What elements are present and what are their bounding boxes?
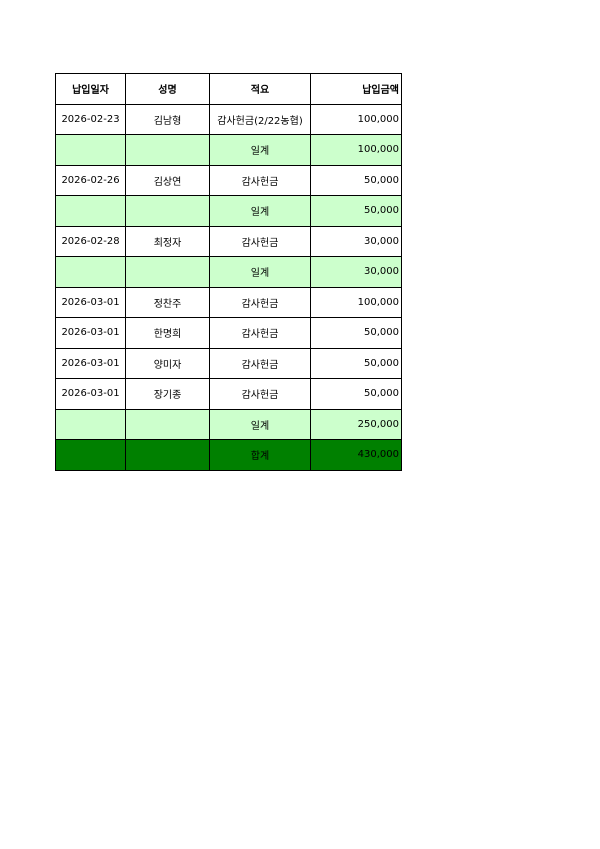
table-cell: 김남형: [125, 103, 210, 135]
table-cell: 2026-03-01: [55, 286, 126, 318]
table-cell: 장기종: [125, 378, 210, 410]
table-row: 일계 250,000: [55, 408, 402, 440]
table-cell: 250,000: [310, 408, 402, 440]
table-cell: 감사헌금: [209, 317, 311, 349]
header-cell: 적요: [209, 73, 311, 105]
table-cell: 50,000: [310, 164, 402, 196]
table-row: 일계 50,000: [55, 195, 402, 227]
table-cell: 2026-03-01: [55, 347, 126, 379]
table-cell: 일계: [209, 256, 311, 288]
header-cell: 납입일자: [55, 73, 126, 105]
table-cell: 정찬주: [125, 286, 210, 318]
table-cell: 50,000: [310, 317, 402, 349]
table-cell: 100,000: [310, 286, 402, 318]
table-cell: 한명희: [125, 317, 210, 349]
table-cell: 50,000: [310, 378, 402, 410]
table-cell: 30,000: [310, 225, 402, 257]
header-cell: 성명: [125, 73, 210, 105]
header-cell: 납입금액: [310, 73, 402, 105]
table-cell: 2026-03-01: [55, 317, 126, 349]
table-cell: 2026-03-01: [55, 378, 126, 410]
table-cell: [125, 439, 210, 471]
table-cell: [125, 408, 210, 440]
table-cell: 양미자: [125, 347, 210, 379]
table-cell: [125, 134, 210, 166]
table-cell: 100,000: [310, 103, 402, 135]
table-cell: 50,000: [310, 195, 402, 227]
header-row: 납입일자 성명 적요 납입금액: [55, 73, 402, 105]
table-cell: 2026-02-28: [55, 225, 126, 257]
table-cell: 감사헌금: [209, 225, 311, 257]
table-row: 일계 30,000: [55, 256, 402, 288]
table-cell: [55, 439, 126, 471]
table-cell: 100,000: [310, 134, 402, 166]
table-cell: 합계: [209, 439, 311, 471]
table-cell: [55, 195, 126, 227]
table-cell: 감사헌금: [209, 347, 311, 379]
table-cell: 일계: [209, 408, 311, 440]
table-cell: 50,000: [310, 347, 402, 379]
table-cell: [125, 195, 210, 227]
table-cell: [55, 256, 126, 288]
table-row: 2026-03-01 한명희 감사헌금 50,000: [55, 317, 402, 349]
table-cell: 감사헌금: [209, 378, 311, 410]
table-row: 일계 100,000: [55, 134, 402, 166]
table-row: 2026-03-01 장기종 감사헌금 50,000: [55, 378, 402, 410]
table-row: 2026-03-01 양미자 감사헌금 50,000: [55, 347, 402, 379]
table-cell: 김상연: [125, 164, 210, 196]
table-cell: [125, 256, 210, 288]
table-cell: 최정자: [125, 225, 210, 257]
ledger-table: 납입일자 성명 적요 납입금액 2026-02-23 김남형 감사헌금(2/22농협) 10…: [55, 73, 402, 471]
table-row: 2026-03-01 정찬주 감사헌금 100,000: [55, 286, 402, 318]
table-cell: 감사헌금(2/22농협): [209, 103, 311, 135]
table-cell: 감사헌금: [209, 286, 311, 318]
table-cell: 감사헌금: [209, 164, 311, 196]
table-row: 2026-02-26 김상연 감사헌금 50,000: [55, 164, 402, 196]
table-row: 2026-02-28 최정자 감사헌금 30,000: [55, 225, 402, 257]
table-cell: 30,000: [310, 256, 402, 288]
table-cell: 일계: [209, 195, 311, 227]
table-cell: 2026-02-26: [55, 164, 126, 196]
table-cell: 일계: [209, 134, 311, 166]
table-cell: 430,000: [310, 439, 402, 471]
table-row: 합계 430,000: [55, 439, 402, 471]
table-cell: [55, 408, 126, 440]
table-cell: [55, 134, 126, 166]
table-cell: 2026-02-23: [55, 103, 126, 135]
table-row: 2026-02-23 김남형 감사헌금(2/22농협) 100,000: [55, 103, 402, 135]
